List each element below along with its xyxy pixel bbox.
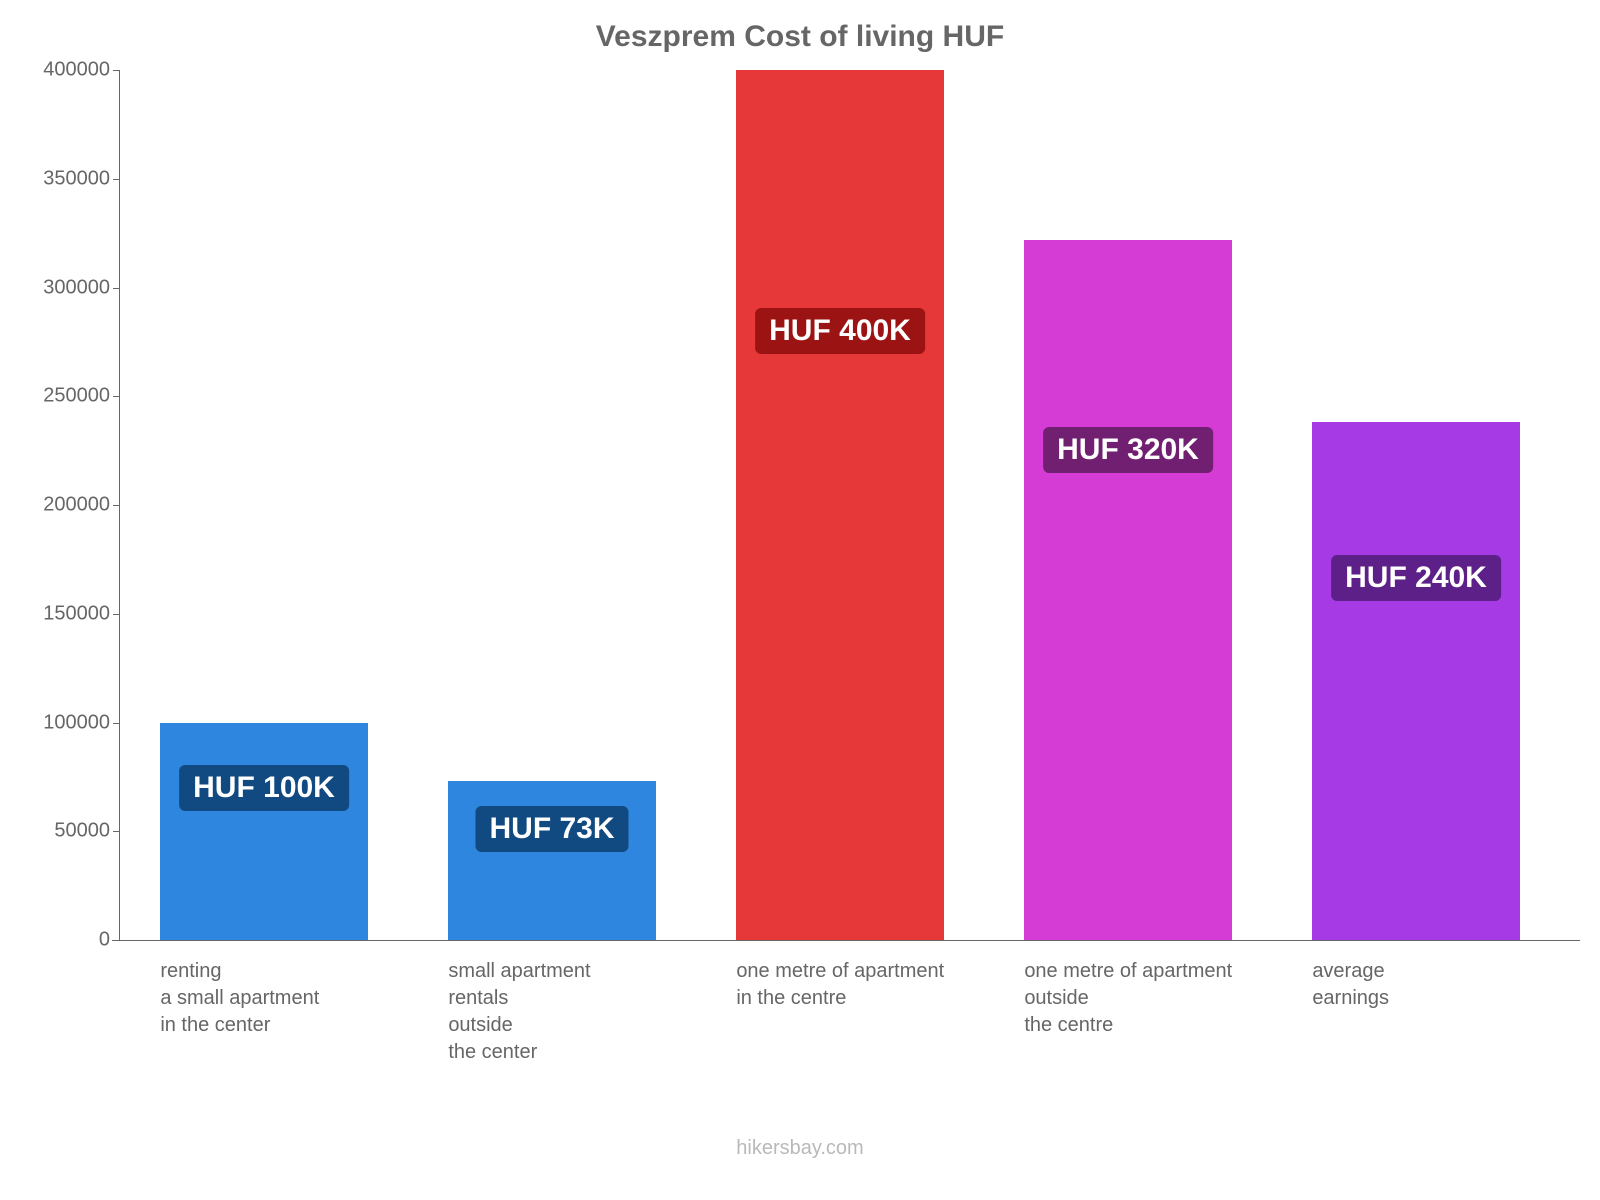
x-category-label: renting a small apartment in the center bbox=[160, 958, 319, 1039]
x-category-label: small apartment rentals outside the cent… bbox=[448, 958, 590, 1066]
bar bbox=[736, 70, 943, 940]
y-tick-label: 0 bbox=[99, 929, 110, 952]
y-tick-label: 50000 bbox=[54, 820, 110, 843]
y-tick-mark bbox=[113, 179, 119, 180]
x-axis-line bbox=[120, 940, 1580, 941]
y-axis-line bbox=[119, 70, 120, 940]
x-category-label: one metre of apartment outside the centr… bbox=[1024, 958, 1232, 1039]
y-tick-label: 250000 bbox=[43, 385, 110, 408]
chart-container: Veszprem Cost of living HUF 050000100000… bbox=[0, 0, 1600, 1200]
y-tick-mark bbox=[113, 940, 119, 941]
bar-value-badge: HUF 73K bbox=[475, 806, 628, 852]
y-tick-label: 350000 bbox=[43, 167, 110, 190]
chart-title: Veszprem Cost of living HUF bbox=[0, 20, 1600, 54]
plot-area: 0500001000001500002000002500003000003500… bbox=[120, 70, 1560, 940]
bar-value-badge: HUF 240K bbox=[1331, 555, 1501, 601]
y-tick-mark bbox=[113, 505, 119, 506]
y-tick-label: 300000 bbox=[43, 276, 110, 299]
y-tick-label: 150000 bbox=[43, 602, 110, 625]
y-tick-mark bbox=[113, 70, 119, 71]
bar bbox=[160, 723, 367, 941]
y-tick-mark bbox=[113, 723, 119, 724]
y-tick-label: 100000 bbox=[43, 711, 110, 734]
chart-source-footer: hikersbay.com bbox=[0, 1137, 1600, 1160]
y-tick-mark bbox=[113, 396, 119, 397]
y-tick-label: 400000 bbox=[43, 59, 110, 82]
y-tick-mark bbox=[113, 288, 119, 289]
y-tick-mark bbox=[113, 831, 119, 832]
y-tick-label: 200000 bbox=[43, 494, 110, 517]
bar-value-badge: HUF 100K bbox=[179, 765, 349, 811]
x-category-label: average earnings bbox=[1312, 958, 1389, 1012]
bar-value-badge: HUF 320K bbox=[1043, 427, 1213, 473]
y-tick-mark bbox=[113, 614, 119, 615]
x-category-label: one metre of apartment in the centre bbox=[736, 958, 944, 1012]
bar bbox=[1312, 422, 1519, 940]
bar bbox=[1024, 240, 1231, 940]
bar-value-badge: HUF 400K bbox=[755, 308, 925, 354]
